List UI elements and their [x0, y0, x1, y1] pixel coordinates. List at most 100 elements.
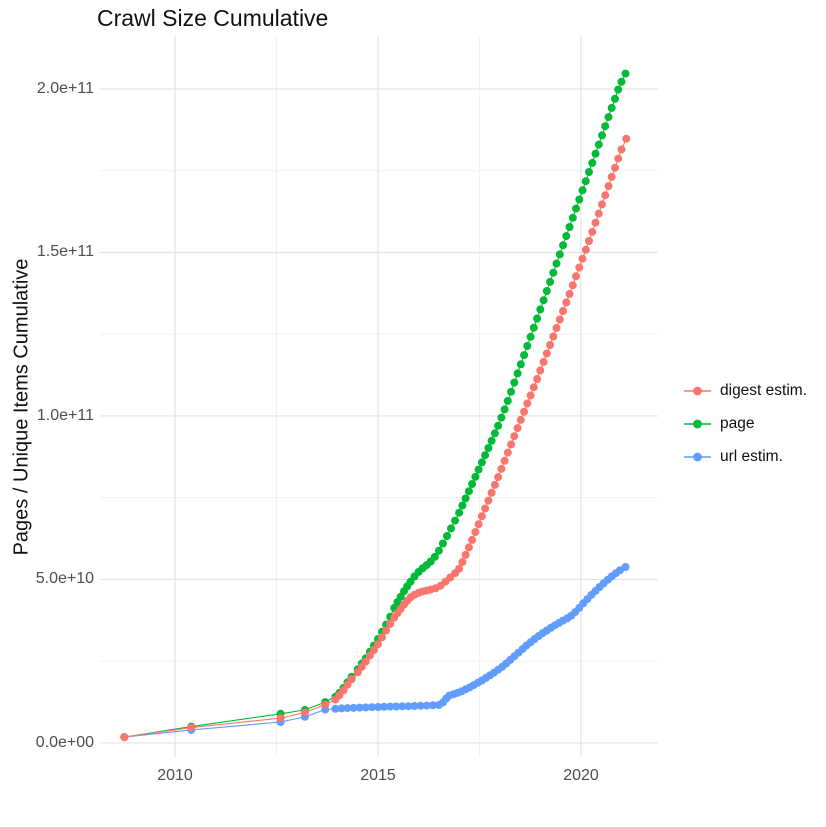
data-point [536, 305, 545, 314]
data-point [398, 702, 407, 711]
legend-key-url-estim-icon [684, 452, 711, 461]
y-tick-label: 2.0e+11 [36, 80, 94, 97]
legend-label-page: page [720, 414, 755, 432]
data-point [598, 200, 606, 209]
data-point [533, 314, 542, 323]
data-point [471, 528, 480, 536]
data-point [617, 77, 626, 86]
data-point [611, 163, 619, 172]
legend-item-digest-estim: digest estim. [684, 374, 807, 407]
legend-item-url-estim: url estim. [684, 440, 807, 473]
legend-key-digest-estim-icon [684, 386, 711, 395]
data-point [565, 223, 574, 231]
data-point [552, 259, 561, 268]
data-point [585, 168, 593, 176]
data-point [392, 702, 401, 711]
data-point [520, 351, 529, 360]
data-point [581, 245, 590, 254]
data-point [458, 558, 467, 567]
data-point [568, 213, 577, 222]
data-point [555, 250, 564, 259]
data-point [546, 341, 555, 349]
legend-label-url-estim: url estim. [720, 447, 783, 465]
data-point [443, 532, 451, 540]
data-point [484, 496, 493, 505]
data-point [542, 349, 551, 358]
data-point [455, 564, 464, 573]
data-point [572, 272, 580, 281]
data-point [382, 626, 391, 635]
data-point [321, 700, 330, 709]
data-point [598, 131, 606, 140]
data-point [539, 358, 548, 366]
data-point [187, 723, 196, 732]
data-point [386, 702, 395, 711]
data-point [516, 360, 525, 369]
data-point [471, 472, 480, 481]
data-point [581, 177, 590, 186]
data-point [604, 182, 613, 191]
data-point [539, 296, 548, 305]
data-point [374, 640, 382, 649]
data-point [562, 298, 571, 307]
data-point [607, 172, 616, 181]
data-point [487, 488, 496, 497]
x-tick-label: 2010 [157, 767, 193, 784]
data-point [552, 324, 561, 332]
data-point [490, 429, 499, 438]
data-point [464, 487, 473, 496]
data-point [353, 668, 362, 677]
data-point [562, 232, 571, 241]
data-point [474, 520, 483, 529]
y-tick-label: 1.0e+11 [36, 407, 94, 424]
data-point [578, 186, 587, 195]
data-point [494, 473, 503, 482]
data-point [447, 524, 455, 533]
data-point [503, 396, 512, 405]
data-point [546, 277, 555, 286]
data-point [339, 686, 348, 695]
data-point [575, 263, 584, 272]
data-point [510, 432, 519, 441]
data-point [523, 342, 532, 350]
data-point [474, 465, 483, 474]
data-point [374, 703, 382, 711]
data-point [494, 421, 503, 430]
data-point [487, 436, 496, 445]
data-point [497, 413, 506, 422]
data-point [513, 369, 522, 378]
data-point [507, 440, 516, 449]
legend-label-digest-estim: digest estim. [720, 381, 808, 399]
data-point [614, 85, 623, 94]
data-point [461, 550, 470, 559]
data-point [529, 323, 538, 332]
data-point [477, 458, 486, 467]
data-point [422, 701, 431, 710]
data-point [497, 464, 506, 473]
data-point [276, 714, 285, 723]
data-point [594, 140, 603, 149]
data-point [464, 543, 473, 552]
data-point [529, 383, 538, 392]
data-point [526, 332, 535, 341]
data-point [428, 701, 437, 710]
data-point [481, 451, 490, 460]
data-point [611, 94, 619, 103]
data-point [575, 195, 584, 204]
data-point [559, 241, 567, 250]
data-point [477, 512, 486, 521]
data-point [500, 405, 509, 414]
chart-title: Crawl Size Cumulative [97, 5, 329, 31]
data-point [300, 708, 309, 717]
data-point [410, 702, 419, 710]
data-point [585, 237, 593, 245]
data-point [430, 552, 439, 561]
data-point [549, 268, 558, 277]
data-point [451, 516, 460, 525]
data-point [434, 546, 443, 555]
data-point [588, 227, 597, 236]
data-point [594, 209, 603, 218]
data-point [481, 504, 490, 513]
data-point [622, 134, 631, 143]
